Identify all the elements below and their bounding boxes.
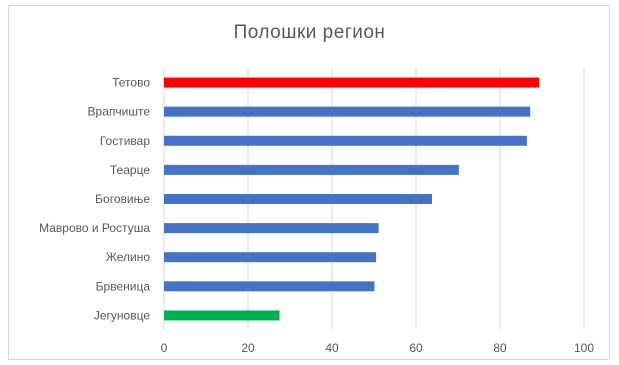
x-tick-label: 0 [161,341,168,355]
x-tick-label: 40 [325,341,339,355]
chart-area [8,5,610,360]
bar-1 [164,77,540,88]
category-label: Брвеница [96,279,151,293]
category-label: Теарце [110,163,150,177]
x-tick-label: 20 [241,341,255,355]
x-tick-label: 60 [409,341,423,355]
chart-title: Полошки регион [233,22,386,43]
bar-7 [164,252,377,263]
bar-5 [164,194,432,204]
bar-9 [164,310,280,321]
category-label: Маврово и Ростуша [39,221,150,235]
bar-3 [164,135,527,146]
category-label: Гостивар [100,134,150,148]
category-label: Желино [106,250,151,264]
bar-4 [164,164,459,175]
category-label: Јегуновце [94,308,150,322]
category-label: Врапчиште [88,105,151,119]
bar-8 [164,281,375,292]
category-label: Тетово [112,76,150,90]
x-tick-label: 100 [574,341,594,355]
bar-6 [164,223,379,234]
x-tick-label: 80 [493,341,507,355]
category-label: Боговиње [95,192,150,206]
bar-2 [164,106,531,117]
